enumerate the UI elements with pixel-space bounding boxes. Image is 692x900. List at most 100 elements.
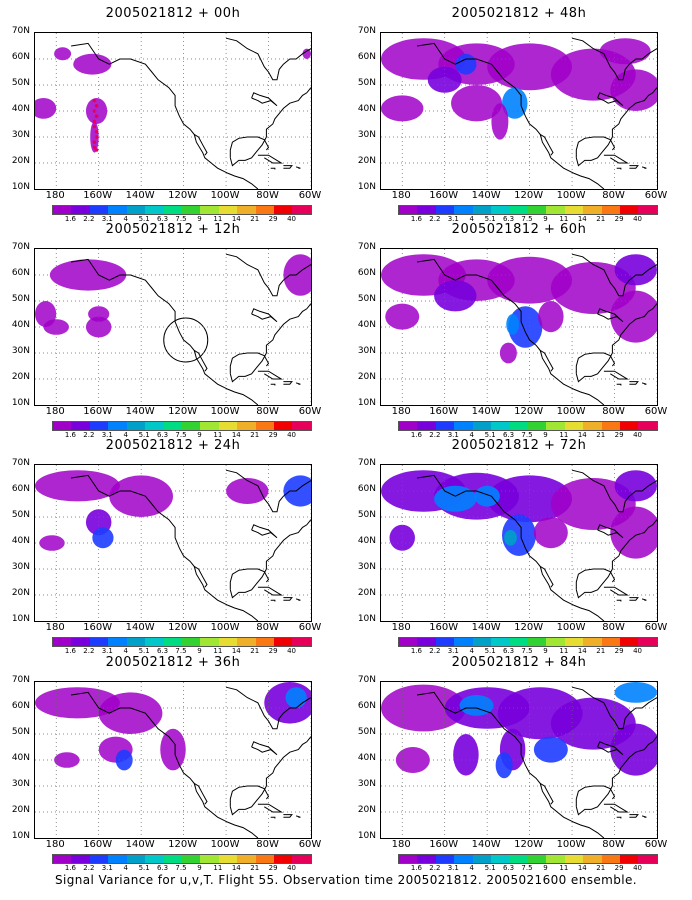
colorbar-label: 3.1 xyxy=(447,215,459,223)
colorbar-swatch xyxy=(200,638,219,646)
colorbar-swatch xyxy=(417,638,436,646)
colorbar-labels: 1.6 2.2 3.1 4 5.1 6.3 7.5 9 11 14 21 29 40 xyxy=(398,431,656,441)
colorbar-swatch xyxy=(491,855,510,863)
observation-dot xyxy=(92,109,97,113)
coastline xyxy=(571,37,657,81)
variance-contour-blob xyxy=(499,342,517,364)
lat-tick-label: 20N xyxy=(357,805,376,815)
coastline xyxy=(417,691,605,838)
colorbar-swatch xyxy=(564,422,584,430)
colorbar-swatch xyxy=(274,855,293,863)
colorbar-label: 5.1 xyxy=(138,215,150,223)
colorbar-label: 3.1 xyxy=(447,864,459,872)
colorbar-label: 1.6 xyxy=(410,431,422,439)
coastline xyxy=(616,599,622,602)
colorbar xyxy=(398,854,658,864)
colorbar-swatch xyxy=(126,855,146,863)
colorbar-swatch xyxy=(108,638,127,646)
variance-contour-blob xyxy=(109,475,173,517)
colorbar-label: 5.1 xyxy=(138,647,150,655)
variance-contour-blob xyxy=(451,85,503,122)
variance-contour-blob xyxy=(85,98,108,124)
coastline xyxy=(193,133,208,156)
variance-shading xyxy=(381,682,657,779)
variance-contour-blob xyxy=(115,749,133,771)
coastline xyxy=(193,565,208,588)
colorbar-label: 6.3 xyxy=(502,647,515,655)
lon-tick-label: 120W xyxy=(168,190,198,201)
coastline xyxy=(629,597,639,601)
variance-contour-blob xyxy=(491,103,509,140)
colorbar-swatch xyxy=(145,638,164,646)
lon-tick-label: 140W xyxy=(125,190,155,201)
lat-tick-label: 20N xyxy=(11,588,30,598)
colorbar-label: 9 xyxy=(543,864,548,872)
colorbar-swatch xyxy=(53,206,72,214)
coastline xyxy=(229,568,270,590)
lon-tick-label: 100W xyxy=(556,406,586,417)
lon-tick-label: 120W xyxy=(168,839,198,850)
colorbar-swatch xyxy=(71,638,90,646)
lat-tick-label: 60N xyxy=(357,52,376,62)
colorbar-swatch xyxy=(527,855,547,863)
observation-dot xyxy=(92,140,97,144)
coastline xyxy=(571,469,657,513)
colorbar-swatch xyxy=(71,422,90,430)
coastline xyxy=(270,816,276,819)
lon-tick-label: 80W xyxy=(602,622,625,633)
colorbar xyxy=(52,637,312,647)
lon-tick-label: 180 xyxy=(391,622,411,633)
coastline xyxy=(225,253,311,297)
map-panel: 2005021812 + 72h 70N 60N 50N 40N 30N 20N 10N 180… xyxy=(346,434,692,655)
coastline xyxy=(71,691,259,838)
colorbar-label: 1.6 xyxy=(410,215,422,223)
observation-dot xyxy=(92,145,97,150)
colorbar-labels: 1.6 2.2 3.1 4 5.1 6.3 7.5 9 11 14 21 29 40 xyxy=(52,431,310,441)
variance-contour-blob xyxy=(90,121,99,153)
coastline xyxy=(251,524,278,539)
colorbar-label: 40 xyxy=(633,215,643,223)
variance-contour-blob xyxy=(504,530,517,546)
variance-contour-blob xyxy=(285,687,307,708)
colorbar-swatch xyxy=(163,638,182,646)
lat-tick-label: 10N xyxy=(11,398,30,408)
map-canvas xyxy=(381,249,657,405)
colorbar-label: 4 xyxy=(123,215,128,223)
panel-title: 2005021812 + 36h xyxy=(105,655,241,670)
coastline xyxy=(283,597,293,601)
colorbar-label: 7.5 xyxy=(521,431,533,439)
panel-title: 2005021812 + 60h xyxy=(451,222,587,237)
variance-contour-blob xyxy=(49,259,127,291)
colorbar-labels: 1.6 2.2 3.1 4 5.1 6.3 7.5 9 11 14 21 29 40 xyxy=(52,864,310,874)
colorbar-swatch xyxy=(472,855,492,863)
colorbar-label: 11 xyxy=(559,647,569,655)
colorbar-swatch xyxy=(472,638,492,646)
variance-contour-blob xyxy=(54,47,72,61)
coastline xyxy=(575,736,657,816)
coastline xyxy=(616,167,622,170)
map-panel: 2005021812 + 48h 70N 60N 50N 40N 30N 20N 10N 180… xyxy=(346,2,692,223)
lon-tick-label: 120W xyxy=(168,406,198,417)
colorbar-swatch xyxy=(399,638,418,646)
coastline xyxy=(251,741,278,756)
figure-caption: Signal Variance for u,v,T. Flight 55. Ob… xyxy=(55,873,637,887)
colorbar-swatch xyxy=(620,638,639,646)
variance-contour-blob xyxy=(427,66,462,93)
lat-tick-label: 20N xyxy=(11,805,30,815)
variance-contour-blob xyxy=(283,475,311,507)
variance-contour-blob xyxy=(506,314,519,335)
coastline xyxy=(283,814,293,818)
colorbar-swatch xyxy=(274,638,293,646)
lat-tick-label: 20N xyxy=(357,156,376,166)
lon-tick-label: 180 xyxy=(391,406,411,417)
lon-tick-label: 60W xyxy=(644,622,668,633)
lon-tick-label: 80W xyxy=(256,406,279,417)
lon-tick-label: 160W xyxy=(429,406,459,417)
variance-shading xyxy=(381,470,657,559)
lat-tick-label: 30N xyxy=(357,346,376,356)
lat-tick-label: 50N xyxy=(11,510,30,520)
colorbar-label: 3.1 xyxy=(447,647,459,655)
lon-tick-label: 160W xyxy=(83,406,113,417)
colorbar-label: 14 xyxy=(231,431,241,439)
colorbar-label: 4 xyxy=(469,864,474,872)
